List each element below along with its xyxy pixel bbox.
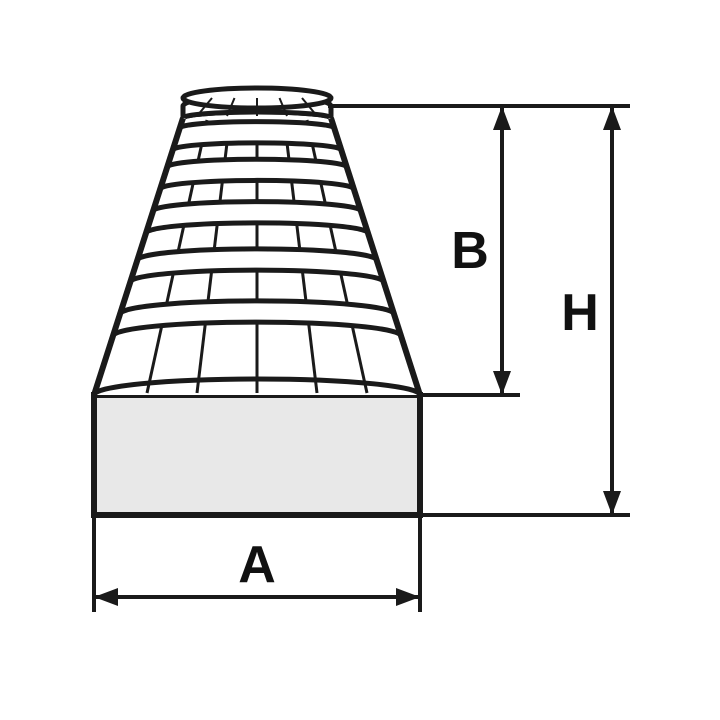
arrowhead: [493, 106, 511, 130]
arrowhead: [94, 588, 118, 606]
dim-label-h: H: [561, 284, 599, 342]
dim-label-a: A: [238, 536, 276, 594]
arrowhead: [493, 371, 511, 395]
arrowhead: [603, 106, 621, 130]
base-pipe: [94, 395, 420, 515]
arrowhead: [396, 588, 420, 606]
dim-label-b: B: [451, 222, 489, 280]
arrowhead: [603, 491, 621, 515]
